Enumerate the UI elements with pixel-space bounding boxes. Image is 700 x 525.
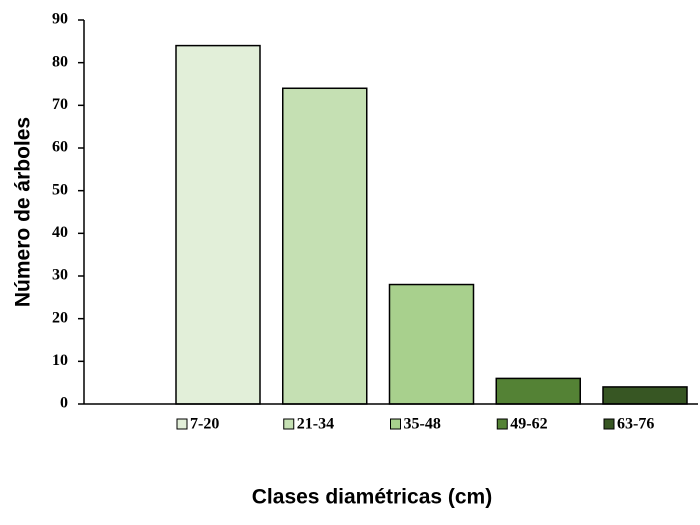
y-tick-label: 70	[52, 96, 68, 113]
x-axis-title: Clases diamétricas (cm)	[252, 486, 492, 509]
category-label: 7-20	[190, 416, 219, 433]
legend-swatch	[390, 418, 401, 430]
y-tick-label: 30	[52, 267, 68, 284]
category-label: 35-48	[404, 416, 441, 433]
y-tick-label: 90	[52, 11, 68, 28]
category-label: 63-76	[617, 416, 654, 433]
y-tick-label: 0	[60, 395, 68, 412]
bar	[602, 386, 688, 405]
legend-swatch	[283, 418, 295, 430]
y-tick-label: 40	[52, 224, 68, 241]
legend-swatch	[176, 418, 188, 430]
legend-swatch	[496, 418, 508, 430]
y-tick-label: 20	[52, 309, 68, 326]
bar	[282, 87, 368, 405]
legend-swatch	[603, 418, 615, 430]
y-tick-label: 60	[52, 139, 68, 156]
category-label: 49-62	[510, 416, 547, 433]
bar	[388, 283, 475, 405]
y-axis-title: Número de árboles	[12, 117, 35, 307]
bar	[495, 377, 581, 405]
bar	[175, 44, 261, 405]
y-tick-label: 50	[52, 181, 68, 198]
y-tick-label: 80	[52, 53, 68, 70]
category-label: 21-34	[297, 416, 334, 433]
y-tick-label: 10	[52, 352, 68, 369]
